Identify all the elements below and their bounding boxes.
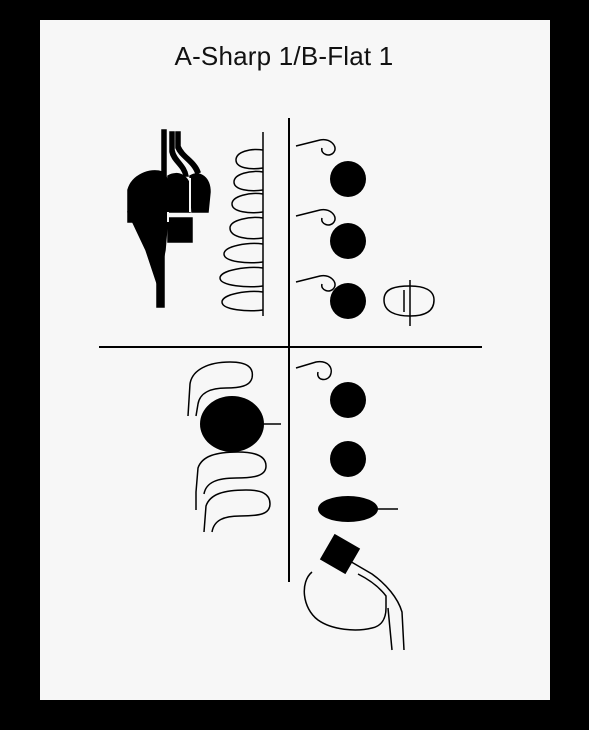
- trill-key-5: [223, 242, 264, 264]
- low-b-key-square: [319, 533, 361, 575]
- palm-key-prong-3: [175, 131, 201, 176]
- left-key-2: [330, 223, 366, 259]
- low-c-key: [318, 496, 378, 522]
- trill-key-2: [233, 170, 264, 192]
- fingering-chart-page: [40, 20, 550, 700]
- trill-key-3: [231, 192, 264, 214]
- low-bell-keys: [303, 533, 405, 651]
- large-side-key: [200, 396, 264, 452]
- octave-key: [295, 138, 336, 156]
- side-key-square-left: [127, 211, 165, 223]
- low-key-rod: [387, 607, 393, 651]
- right-trill-key: [295, 360, 332, 381]
- side-key-lower-2: [203, 489, 271, 533]
- right-hand-keys: [295, 360, 398, 522]
- left-key-1: [330, 161, 366, 197]
- trill-key-7: [221, 290, 264, 312]
- right-hand-side-key-filled: [200, 396, 281, 452]
- bis-key-1: [295, 208, 336, 226]
- right-key-1: [330, 382, 366, 418]
- side-key-upper: [187, 361, 254, 417]
- bis-key-2: [295, 274, 336, 292]
- trill-key-1: [235, 148, 264, 170]
- palm-key-prong-1: [161, 129, 167, 177]
- left-hand-keys: [295, 138, 435, 326]
- right-side-keys: [187, 361, 271, 533]
- side-key-square: [167, 217, 193, 243]
- low-b-flat-key: [303, 571, 387, 631]
- right-key-2: [330, 441, 366, 477]
- palm-key-lobe-2: [189, 173, 211, 213]
- diagram-axes: [99, 118, 482, 582]
- trill-key-4: [229, 216, 264, 240]
- trill-key-6: [219, 266, 264, 288]
- palm-key-lobe-1: [167, 172, 191, 213]
- left-trill-keys-column: [219, 132, 264, 316]
- g-sharp-key: [383, 280, 435, 326]
- side-key-lower-1: [195, 451, 267, 495]
- palm-key-prong-2: [169, 131, 189, 177]
- left-upper-keys: [127, 129, 211, 308]
- left-key-3: [330, 283, 366, 319]
- low-c-sharp-key: [347, 559, 405, 651]
- chart-title: A-Sharp 1/B-Flat 1: [174, 41, 394, 71]
